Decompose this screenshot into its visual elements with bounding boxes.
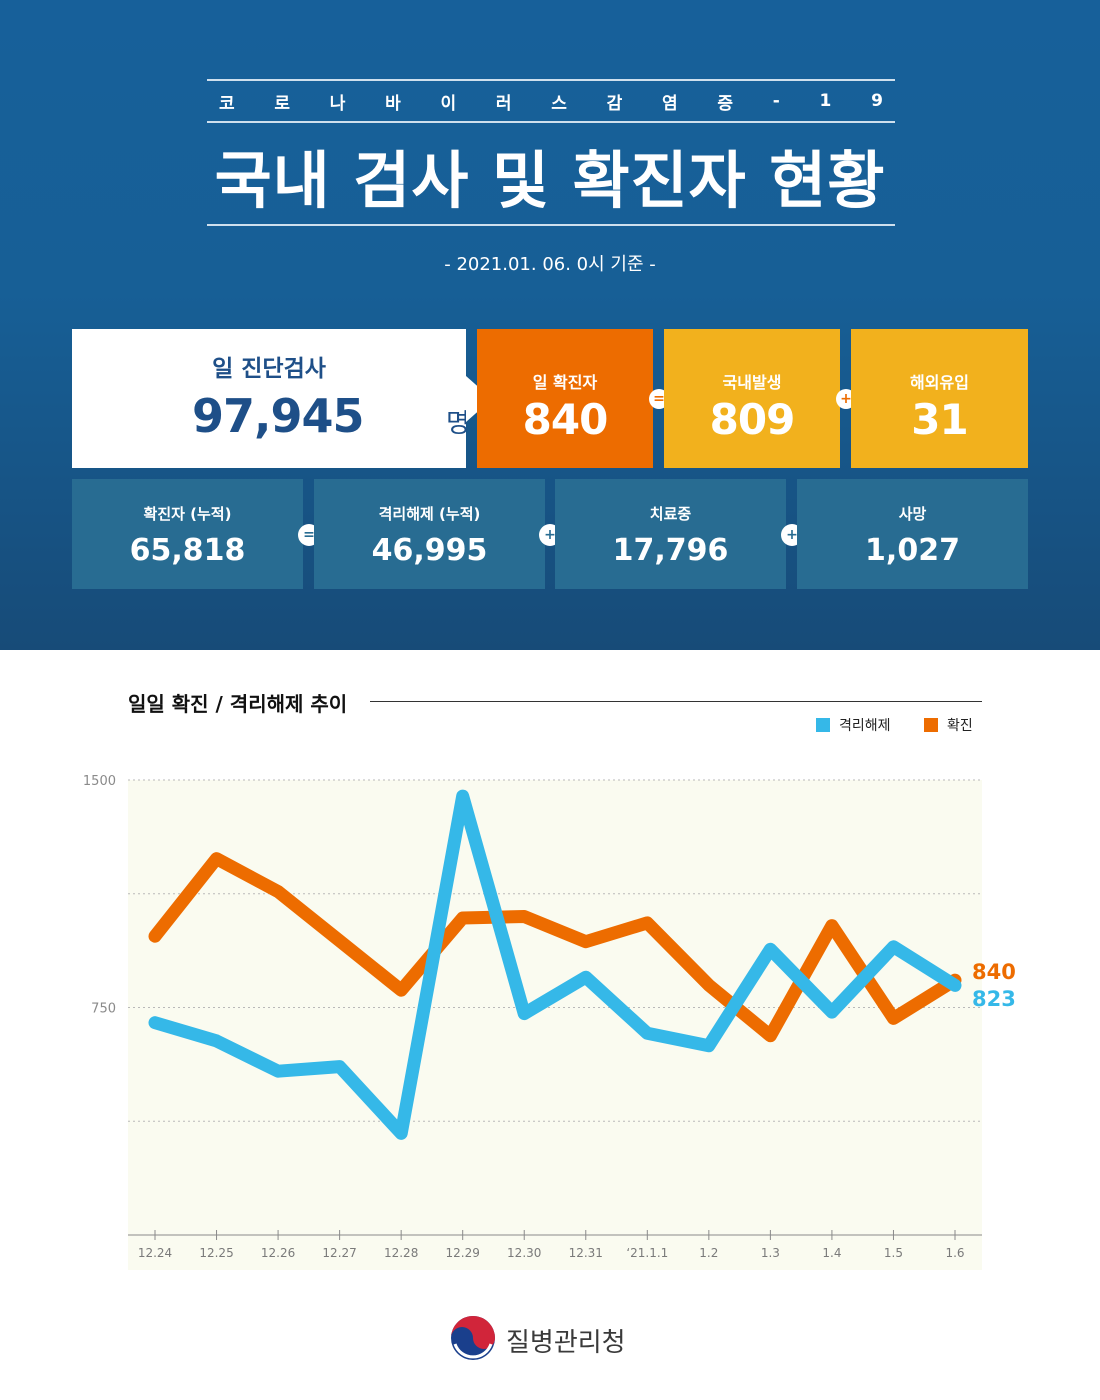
subtitle-char: 나 [329, 93, 346, 114]
x-tick-label: 12.26 [261, 1246, 295, 1260]
daily-tests-label: 일 진단검사 [212, 356, 326, 382]
end-label-release: 823 [972, 987, 1016, 1011]
legend-swatch-release [816, 718, 830, 732]
reference-date: - 2021.01. 06. 0시 기준 - [444, 254, 656, 275]
page-title: 국내 검사 및 확진자 현황 [214, 144, 886, 217]
cumulative-released-card: 격리해제 (누적) 46,995 [314, 479, 545, 589]
daily-tests-unit: 명 [446, 409, 470, 439]
x-tick-label: 1.3 [761, 1246, 780, 1260]
in-treatment-card: 치료중 17,796 [555, 479, 786, 589]
title-rule-middle [207, 121, 895, 123]
legend-label-release: 격리해제 [839, 718, 891, 734]
subtitle-char: 코 [219, 93, 235, 114]
daily-tests-card: 일 진단검사 97,945 명 [72, 329, 470, 468]
subtitle-char: 로 [274, 93, 291, 114]
x-tick-label: 12.31 [569, 1246, 603, 1260]
domestic-value: 809 [709, 395, 796, 444]
header-banner: 코 로 나 바 이 러 스 감 염 증 - 1 9 국내 검사 및 확진자 현황… [0, 0, 1100, 650]
disease-name-spaced: 코 로 나 바 이 러 스 감 염 증 - 1 9 [207, 84, 895, 118]
x-tick-label: 12.30 [507, 1246, 541, 1260]
legend-label-confirm: 확진 [947, 718, 973, 734]
overseas-value: 31 [911, 395, 968, 444]
cumulative-confirmed-label: 확진자 (누적) [143, 505, 232, 523]
cumulative-released-label: 격리해제 (누적) [378, 505, 481, 523]
series-line-release [148, 789, 962, 1140]
domestic-label: 국내발생 [722, 373, 782, 392]
cumulative-confirmed-value: 65,818 [129, 533, 246, 568]
subtitle-char: 러 [495, 93, 512, 114]
x-tick-label: 12.25 [199, 1246, 233, 1260]
daily-confirmed-label: 일 확진자 [532, 373, 598, 392]
x-tick-label: 12.27 [322, 1246, 356, 1260]
subtitle-char: 이 [440, 93, 457, 114]
domestic-card: 국내발생 809 [664, 329, 840, 468]
trend-line-chart: 1500 750 12.24 12.25 12.26 12.27 12.28 12.29 12.… [83, 774, 1016, 1270]
chart-title: 일일 확진 / 격리해제 추이 [128, 692, 348, 716]
y-tick-label: 1500 [83, 774, 116, 789]
subtitle-char: 스 [551, 93, 567, 114]
organization-name: 질병관리청 [506, 1328, 626, 1358]
x-tick-label: 1.6 [945, 1246, 964, 1260]
cumulative-released-value: 46,995 [371, 533, 488, 568]
deaths-card: 사망 1,027 [797, 479, 1028, 589]
subtitle-char: 바 [385, 93, 401, 114]
x-tick-label: ‘21.1.1 [626, 1246, 668, 1260]
subtitle-char: 1 [819, 91, 832, 111]
x-tick-label: 12.29 [446, 1246, 480, 1260]
x-tick-label: 1.2 [699, 1246, 718, 1260]
series-line-confirm [148, 852, 962, 1043]
in-treatment-value: 17,796 [612, 533, 729, 568]
end-label-confirm: 840 [972, 960, 1016, 984]
taegeuk-logo-icon [451, 1316, 495, 1360]
plot-background [128, 780, 982, 1270]
legend-item-confirm: 확진 [924, 715, 973, 735]
deaths-label: 사망 [898, 505, 927, 523]
title-rule-top [207, 79, 895, 81]
x-tick-label: 12.28 [384, 1246, 418, 1260]
subtitle-char: 증 [717, 93, 734, 114]
overseas-label: 해외유입 [910, 373, 969, 392]
daily-tests-value: 97,945 [192, 389, 365, 443]
y-tick-label: 750 [91, 1002, 116, 1017]
in-treatment-label: 치료중 [649, 505, 692, 523]
legend-swatch-confirm [924, 718, 938, 732]
chart-title-rule [370, 701, 982, 702]
subtitle-char: 감 [606, 93, 623, 114]
overseas-card: 해외유입 31 [851, 329, 1028, 468]
deaths-value: 1,027 [865, 533, 960, 568]
cumulative-confirmed-card: 확진자 (누적) 65,818 [72, 479, 303, 589]
x-tick-label: 1.4 [822, 1246, 841, 1260]
subtitle-char: 염 [662, 93, 678, 114]
x-tick-label: 1.5 [884, 1246, 903, 1260]
subtitle-char: - [772, 91, 780, 111]
subtitle-char: 9 [871, 91, 883, 111]
legend-item-release: 격리해제 [816, 715, 891, 735]
daily-confirmed-value: 840 [522, 395, 609, 444]
title-rule-bottom [207, 224, 895, 226]
series-end-point [949, 979, 961, 992]
daily-confirmed-card: 일 확진자 840 [477, 329, 653, 468]
x-tick-label: 12.24 [138, 1246, 172, 1260]
